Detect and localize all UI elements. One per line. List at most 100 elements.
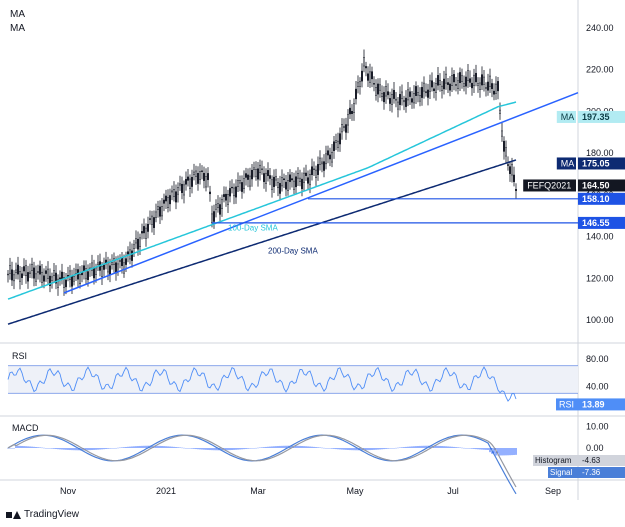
candle-body [469,78,471,83]
candle-body [91,262,93,271]
candle-body [419,95,421,102]
macd-hist-bar [417,446,419,448]
macd-hist-bar [511,448,513,456]
candle-body [119,260,121,262]
candle-body [291,178,293,181]
macd-hist-bar [105,448,107,449]
candle-body [487,81,489,91]
candle-body [483,76,485,85]
price-label-value: 164.50 [582,180,610,190]
macd-hist-bar [393,448,395,449]
macd-hist-bar [155,445,157,448]
macd-hist-bar [53,448,55,449]
macd-hist-bar [239,448,241,450]
candle-body [303,172,305,183]
time-tick-label: Jul [447,486,459,496]
rsi-pane-title: RSI [12,351,28,361]
candle-body [265,172,267,184]
macd-hist-bar [507,448,509,456]
candle-body [111,262,113,266]
trendline [63,91,579,294]
macd-hist-bar [243,448,245,450]
macd-hist-bar [405,446,407,448]
candle-body [395,98,397,101]
macd-hist-bar [75,448,77,451]
macd-hist-bar [217,448,219,451]
macd-hist-bar [435,445,437,448]
candle-body [497,81,499,92]
candle-body [175,191,177,203]
price-label-name-bg [556,110,576,123]
macd-hist-bar [475,448,477,450]
candle-body [167,197,169,208]
macd-hist-bar [209,448,211,451]
tradingview-text: TradingView [24,509,80,520]
candle-body [181,183,183,193]
candle-body [471,82,473,89]
candle-body [193,171,195,176]
candle-body [261,168,263,170]
macd-hist-bar [445,446,447,448]
macd-hist-bar [187,448,189,449]
candle-body [139,237,141,247]
candle-body [329,154,331,160]
candle-body [243,178,245,189]
candle-body [251,169,253,180]
rsi-tick-label: 40.00 [586,381,609,391]
candle-body [287,180,289,191]
macd-hist-bar [19,445,21,448]
macd-hist-bar [467,448,469,449]
candle-body [501,130,503,137]
macd-hist-bar [351,448,353,451]
candle-body [269,175,271,179]
candle-body [61,271,63,280]
candle-body [215,204,217,210]
candle-body [279,183,281,194]
macd-hist-bar [163,446,165,448]
signal-name-bg [548,467,578,478]
candle-body [143,226,145,234]
candle-body [145,227,147,239]
macd-hist-bar [131,446,133,448]
macd-hist-bar [237,448,239,450]
candle-body [123,262,125,274]
macd-hist-bar [55,448,57,450]
macd-hist-bar [375,448,377,450]
candle-body [33,267,35,279]
candle-body [275,176,277,181]
macd-hist-bar [123,447,125,448]
macd-hist-bar [21,445,23,448]
macd-hist-bar [139,445,141,448]
macd-hist-bar [213,448,215,451]
macd-hist-bar [247,448,249,449]
price-label-name: FEFQ2021 [527,180,571,190]
price-tick-label: 220.00 [586,65,614,75]
candle-body [125,258,127,265]
macd-hist-bar [283,445,285,448]
macd-tick-label: 10.00 [586,422,609,432]
macd-hist-bar [285,445,287,448]
candle-body [509,166,511,174]
candle-body [459,72,461,84]
macd-hist-bar [369,448,371,451]
candle-body [127,251,129,255]
macd-hist-bar [279,445,281,448]
candle-body [385,86,387,97]
macd-hist-bar [485,448,487,450]
candle-body [263,173,265,182]
macd-hist-bar [145,445,147,448]
candle-body [185,179,187,185]
macd-hist-bar [385,448,387,449]
macd-hist-bar [365,448,367,451]
macd-hist-bar [273,446,275,448]
macd-hist-bar [57,448,59,450]
candle-body [489,75,491,87]
candle-body [357,82,359,87]
candle-body [413,92,415,104]
candle-body [503,140,505,152]
rsi-band [8,365,578,394]
candle-body [437,75,439,86]
macd-hist-bar [301,446,303,448]
candle-body [121,257,123,267]
